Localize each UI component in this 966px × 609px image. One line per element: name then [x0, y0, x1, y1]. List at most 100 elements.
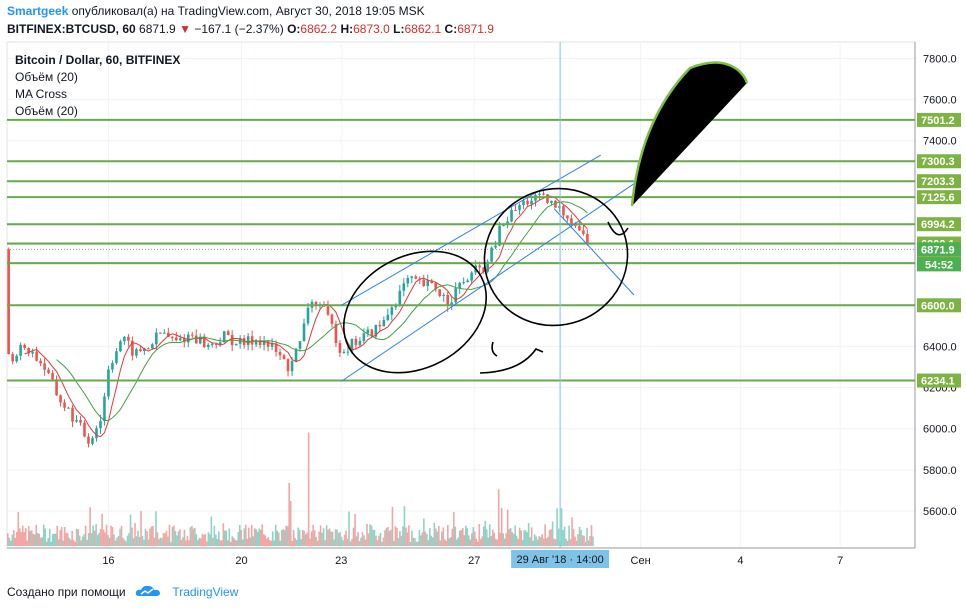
price-label-bg [917, 112, 961, 127]
volume-bar [372, 529, 374, 546]
volume-bar [438, 525, 440, 546]
volume-bar [129, 514, 132, 546]
candle-body [302, 323, 306, 342]
candle-body [366, 329, 370, 334]
candle-body [194, 335, 198, 344]
volume-bar [391, 506, 394, 546]
volume-bar [159, 537, 162, 546]
time-tick-label: Сен [631, 555, 651, 567]
volume-bar [238, 524, 241, 546]
volume-bar [250, 524, 253, 546]
candle-body [198, 336, 202, 344]
volume-bar [137, 530, 139, 546]
candle-body [286, 359, 290, 372]
volume-bar [216, 538, 219, 546]
candle-body [506, 221, 509, 225]
volume-bar [473, 531, 476, 546]
footer-brand-link[interactable]: TradingView [172, 585, 239, 599]
candle-body [370, 329, 374, 337]
channel-lower-line [340, 160, 668, 382]
volume-bar [280, 530, 283, 546]
volume-bar [108, 537, 111, 546]
candle-body [582, 230, 585, 234]
volume-bar [132, 538, 135, 546]
crosshair-time-bg [511, 550, 610, 568]
volume-bar [259, 529, 262, 546]
volume-bar [554, 539, 557, 546]
volume-bar [315, 536, 317, 546]
volume-bar [318, 531, 320, 546]
volume-bar [135, 536, 138, 546]
volume-bar [493, 532, 496, 546]
volume-bar [560, 508, 563, 546]
legend-item: Bitcoin / Dollar, 60, BITFINEX [15, 53, 180, 67]
volume-bar [230, 541, 232, 546]
volume-bar [590, 525, 593, 546]
volume-bar [481, 536, 484, 546]
price-tick-label: 7400.0 [923, 136, 957, 148]
volume-bar [512, 533, 515, 546]
volume-bar [283, 530, 286, 546]
plot-area[interactable] [6, 41, 916, 549]
volume-bar [152, 526, 154, 546]
volume-bar [12, 530, 15, 546]
volume-bar [255, 529, 258, 546]
volume-bar [17, 512, 20, 546]
volume-bar [63, 527, 66, 546]
candle-body [63, 402, 66, 408]
volume-bar [84, 525, 87, 546]
drawn-stroke [491, 341, 498, 357]
volume-bar [244, 524, 247, 546]
volume-bar [325, 525, 328, 546]
volume-bar [277, 532, 280, 546]
candle-body [39, 360, 42, 364]
volume-bar [340, 536, 343, 546]
candle-body [522, 200, 525, 206]
volume-bar [545, 538, 548, 546]
footer: Создано при помощи TradingView [7, 582, 238, 599]
volume-bar [503, 538, 506, 546]
volume-bar [352, 527, 355, 546]
candle-body [218, 342, 222, 345]
volume-bar [44, 528, 47, 546]
volume-bar [536, 539, 539, 546]
candle-body [274, 343, 278, 352]
candle-body [51, 373, 54, 380]
volume-bar [571, 517, 573, 546]
volume-bar [122, 537, 124, 546]
volume-bar [101, 513, 103, 546]
candle-body [550, 200, 553, 203]
volume-bar [420, 535, 422, 546]
volume-bar [464, 525, 467, 546]
volume-bar [578, 526, 581, 546]
volume-bar [409, 541, 412, 546]
volume-bar [502, 533, 505, 546]
price-label-bg [917, 298, 961, 313]
open-label: O: [287, 22, 301, 36]
candle-body [566, 215, 569, 219]
volume-bar [131, 527, 133, 546]
volume-bar [237, 531, 240, 546]
author-link[interactable]: Smartgeek [7, 4, 69, 18]
volume-bar [306, 532, 308, 546]
candle-body [131, 340, 134, 356]
volume-bar [333, 539, 335, 546]
volume-bar [491, 529, 494, 546]
volume-bar [92, 525, 94, 546]
volume-bar [550, 529, 552, 546]
candle-body [246, 336, 250, 346]
candle-body [410, 276, 414, 278]
price-label-bg [917, 217, 961, 232]
volume-bar [496, 539, 499, 546]
volume-bar [72, 540, 75, 546]
volume-bar [54, 533, 57, 546]
volume-bar [240, 530, 243, 546]
volume-bar [171, 526, 174, 546]
volume-bar [412, 537, 415, 546]
volume-bar [235, 540, 238, 546]
volume-bar [324, 540, 326, 546]
volume-bar [548, 530, 551, 546]
volume-bar [24, 528, 27, 546]
countdown-label: 54:52 [925, 259, 953, 271]
